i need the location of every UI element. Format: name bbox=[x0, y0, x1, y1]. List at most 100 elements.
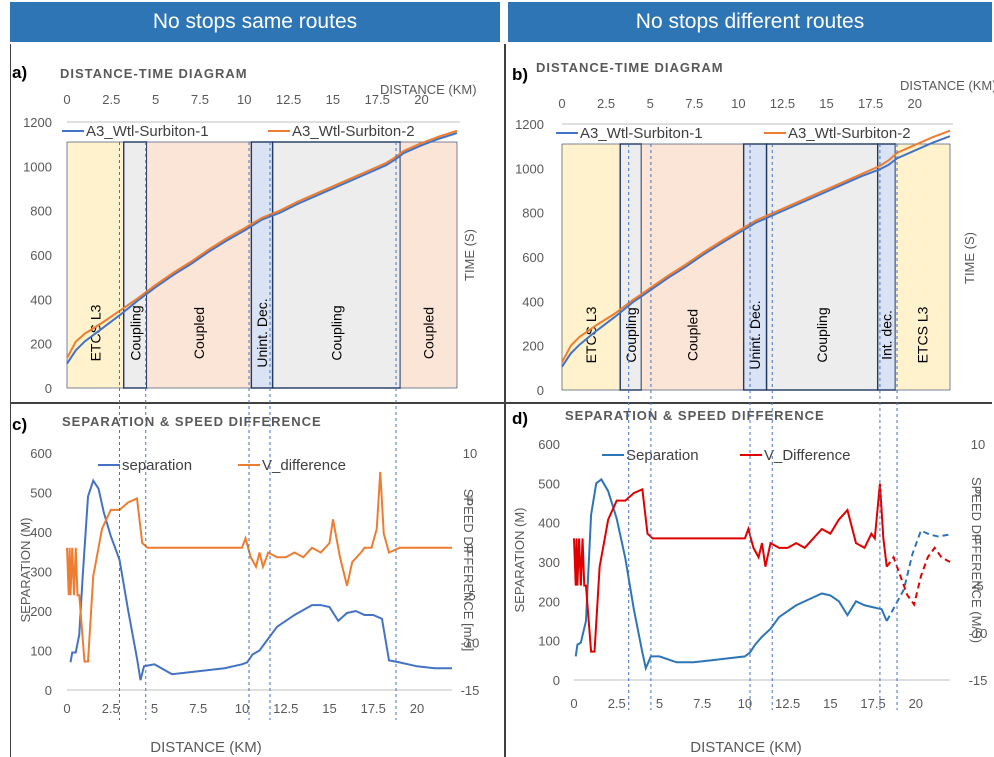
x-tick-label: 12.5 bbox=[770, 96, 795, 111]
y-tick-label: 600 bbox=[522, 250, 544, 265]
x-tick-label: 2.5 bbox=[597, 96, 615, 111]
x-tick-label: 5 bbox=[151, 701, 158, 716]
y2-tick-label: 5 bbox=[466, 493, 473, 508]
y-tick-label: 1200 bbox=[23, 115, 52, 130]
series-line-2 bbox=[885, 529, 951, 622]
x-tick-label: 17.5 bbox=[858, 96, 883, 111]
x-tick-label: 10 bbox=[237, 92, 251, 107]
zone-band bbox=[765, 143, 879, 391]
y-tick-label: 200 bbox=[522, 339, 544, 354]
y2-tick-label: -5 bbox=[464, 588, 476, 603]
y-axis-label: SEPARATION (M) bbox=[18, 518, 33, 623]
series-line-1 bbox=[561, 135, 951, 368]
series-line-4 bbox=[885, 546, 951, 607]
zone-label: Coupled bbox=[191, 307, 207, 359]
x-tick-label: 20 bbox=[410, 701, 424, 716]
zone-band bbox=[895, 143, 951, 391]
y-tick-label: 300 bbox=[538, 555, 560, 570]
x-tick-label: 15 bbox=[326, 92, 340, 107]
zone-band bbox=[271, 141, 401, 389]
x-tick-label: 5 bbox=[647, 96, 654, 111]
y-tick-label: 1000 bbox=[23, 159, 52, 174]
x-tick-label: 20 bbox=[414, 92, 428, 107]
x-tick-label: 20 bbox=[907, 96, 921, 111]
y2-tick-label: -10 bbox=[969, 626, 988, 641]
series-line-2 bbox=[66, 471, 452, 663]
series-line-1 bbox=[69, 478, 452, 681]
x-tick-label: 0 bbox=[558, 96, 565, 111]
y-tick-label: 400 bbox=[538, 516, 560, 531]
y-tick-label: 200 bbox=[538, 594, 560, 609]
x-tick-label: 15 bbox=[823, 696, 837, 711]
x-tick-label: 7.5 bbox=[189, 701, 207, 716]
legend-label: V_Difference bbox=[764, 447, 850, 464]
legend-label: A3_Wtl-Surbiton-1 bbox=[86, 123, 209, 140]
y-axis-label: TIME (S) bbox=[962, 232, 977, 284]
x-tick-label: 17.5 bbox=[860, 696, 885, 711]
y-tick-label: 100 bbox=[30, 644, 52, 659]
x-tick-label: 7.5 bbox=[685, 96, 703, 111]
panel-label-d: d) bbox=[512, 409, 528, 428]
y2-tick-label: -15 bbox=[969, 673, 988, 688]
y-tick-label: 0 bbox=[537, 383, 544, 398]
zone-label: Unint. Dec. bbox=[747, 300, 763, 369]
x-tick-label: 2.5 bbox=[102, 701, 120, 716]
header-right: No stops different routes bbox=[508, 2, 992, 42]
y-tick-label: 0 bbox=[553, 673, 560, 688]
series-line-3 bbox=[573, 483, 888, 653]
x-tick-label: 5 bbox=[152, 92, 159, 107]
y2-axis-label: SPEED DIFFERENCE [m/s] bbox=[461, 489, 476, 652]
y-tick-label: 1200 bbox=[515, 117, 544, 132]
panel-border-left bbox=[10, 44, 11, 757]
header-left: No stops same routes bbox=[10, 2, 500, 42]
zone-label: Coupled bbox=[685, 309, 701, 361]
y2-tick-label: -5 bbox=[972, 579, 984, 594]
legend-label: V_difference bbox=[262, 457, 346, 474]
x-axis-label: DISTANCE (KM) bbox=[900, 78, 994, 93]
y-tick-label: 600 bbox=[538, 437, 560, 452]
panel-divider-horizontal bbox=[10, 402, 992, 404]
x-axis-label: DISTANCE (KM) bbox=[690, 739, 801, 756]
y2-tick-label: -10 bbox=[461, 636, 480, 651]
y-tick-label: 800 bbox=[30, 204, 52, 219]
x-tick-label: 7.5 bbox=[191, 92, 209, 107]
legend-label: separation bbox=[122, 457, 192, 474]
x-tick-label: 0 bbox=[63, 92, 70, 107]
y2-tick-label: 10 bbox=[463, 446, 477, 461]
zone-label: Coupling bbox=[127, 305, 143, 360]
legend-label: A3_Wtl-Surbiton-2 bbox=[292, 123, 415, 140]
y-tick-label: 1000 bbox=[515, 161, 544, 176]
zone-label: ETCS L3 bbox=[915, 306, 931, 363]
y-tick-label: 100 bbox=[538, 634, 560, 649]
x-tick-label: 7.5 bbox=[693, 696, 711, 711]
panel-divider-vertical bbox=[504, 44, 506, 757]
x-tick-label: 2.5 bbox=[608, 696, 626, 711]
x-tick-label: 0 bbox=[570, 696, 577, 711]
x-tick-label: 2.5 bbox=[102, 92, 120, 107]
zone-band bbox=[399, 141, 458, 389]
chart-c: c) SEPARATION & SPEED DIFFERENCE010020030… bbox=[12, 414, 479, 756]
zone-label: Unint. Dec. bbox=[254, 298, 270, 367]
y-tick-label: 600 bbox=[30, 446, 52, 461]
legend-label: A3_Wtl-Surbiton-1 bbox=[580, 125, 703, 142]
y-tick-label: 300 bbox=[30, 565, 52, 580]
y-tick-label: 400 bbox=[30, 292, 52, 307]
y-tick-label: 200 bbox=[30, 337, 52, 352]
y-tick-label: 200 bbox=[30, 604, 52, 619]
series-line-1 bbox=[574, 477, 888, 672]
legend-label: Separation bbox=[626, 447, 699, 464]
chart-title-b: DISTANCE-TIME DIAGRAM bbox=[536, 60, 724, 75]
panel-label-c: c) bbox=[12, 415, 27, 434]
y2-tick-label: 5 bbox=[974, 484, 981, 499]
y-axis-label: SEPARATION (M) bbox=[512, 508, 527, 613]
zone-band bbox=[641, 143, 744, 391]
y-tick-label: 400 bbox=[30, 525, 52, 540]
panel-label-b: b) bbox=[512, 65, 528, 84]
chart-title-d: SEPARATION & SPEED DIFFERENCE bbox=[565, 408, 825, 423]
chart-title-a: DISTANCE-TIME DIAGRAM bbox=[60, 66, 248, 81]
zone-label: Coupling bbox=[328, 305, 344, 360]
series-line-2 bbox=[66, 129, 458, 359]
x-tick-label: 17.5 bbox=[361, 701, 386, 716]
